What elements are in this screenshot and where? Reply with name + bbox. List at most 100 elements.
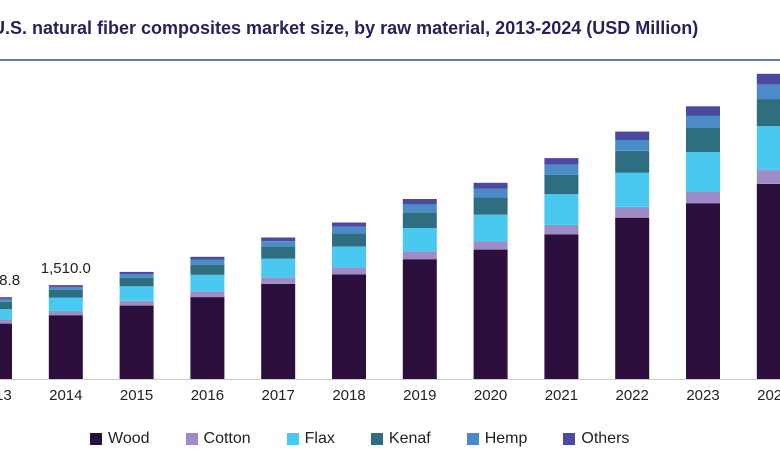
legend-item-flax: Flax bbox=[286, 430, 335, 448]
bar-segment-2017-flax bbox=[261, 258, 296, 278]
bar-segment-2014-flax bbox=[48, 297, 83, 311]
data-label-2014: 1,510.0 bbox=[41, 260, 91, 277]
legend-item-kenaf: Kenaf bbox=[370, 430, 431, 448]
bar-segment-2015-cotton bbox=[119, 300, 154, 306]
chart-title: U.S. natural fiber composites market siz… bbox=[0, 18, 699, 38]
x-tick-labels: 2013 2014 2015 2016 2017 2018 2019 2020 2021 2022… bbox=[0, 387, 780, 404]
bar-segment-2018-flax bbox=[332, 246, 366, 268]
x-tick-label-2023: 2023 bbox=[686, 387, 719, 404]
bar-segment-2013-wood bbox=[0, 323, 12, 379]
bar-segment-2019-hemp bbox=[402, 204, 437, 213]
bar-segment-2024-hemp bbox=[756, 84, 780, 100]
legend-label-others: Others bbox=[581, 430, 630, 447]
bar-segment-2024-kenaf bbox=[756, 99, 780, 127]
bar-segment-2017-cotton bbox=[261, 277, 296, 284]
x-tick-label-2016: 2016 bbox=[191, 387, 224, 404]
bar-segment-2023-wood bbox=[686, 203, 720, 379]
bar-segment-2016-cotton bbox=[190, 291, 225, 298]
bar-segment-2021-cotton bbox=[544, 224, 579, 235]
bar-segment-2017-kenaf bbox=[261, 246, 296, 259]
bar-segment-2022-others bbox=[615, 131, 650, 140]
bar-segment-2020-hemp bbox=[473, 188, 508, 198]
x-tick-label-2024: 2024 bbox=[757, 387, 780, 404]
x-tick-label-2017: 2017 bbox=[262, 387, 295, 404]
bar-segment-2013-hemp bbox=[0, 298, 12, 302]
bar-segment-2015-others bbox=[119, 271, 154, 275]
legend: Wood Cotton Flax Kenaf Hemp Others bbox=[90, 428, 665, 450]
title-divider bbox=[0, 59, 780, 61]
bar-segment-2023-hemp bbox=[686, 116, 720, 128]
bar-segment-2020-others bbox=[473, 182, 508, 189]
bar-segment-2019-wood bbox=[402, 259, 437, 379]
bar-segment-2020-cotton bbox=[473, 241, 508, 250]
bar-segment-2019-flax bbox=[402, 227, 437, 252]
bar-segment-2016-flax bbox=[190, 274, 225, 292]
bar-segment-2022-flax bbox=[615, 172, 650, 207]
bar-segment-2014-cotton bbox=[48, 311, 83, 316]
bar-segment-2013-flax bbox=[0, 309, 12, 320]
legend-item-wood: Wood bbox=[90, 430, 150, 448]
bar-segment-2016-hemp bbox=[190, 259, 225, 265]
data-label-2013: 1,358.8 bbox=[0, 272, 20, 289]
bar-segment-2022-hemp bbox=[615, 140, 650, 151]
legend-label-flax: Flax bbox=[304, 430, 335, 447]
bar-segment-2017-wood bbox=[261, 283, 296, 379]
legend-label-kenaf: Kenaf bbox=[388, 430, 431, 447]
x-tick-label-2014: 2014 bbox=[49, 387, 82, 404]
legend-label-wood: Wood bbox=[108, 430, 150, 447]
bars-layer bbox=[0, 73, 780, 379]
legend-item-hemp: Hemp bbox=[466, 430, 528, 448]
bar-segment-2018-kenaf bbox=[332, 233, 366, 247]
legend-swatch-others bbox=[563, 433, 576, 445]
bar-segment-2023-others bbox=[686, 106, 720, 116]
bar-segment-2019-cotton bbox=[402, 252, 437, 260]
bar-segment-2023-cotton bbox=[686, 191, 720, 204]
x-tick-label-2020: 2020 bbox=[474, 387, 507, 404]
bar-segment-2022-kenaf bbox=[615, 150, 650, 173]
legend-label-hemp: Hemp bbox=[484, 430, 528, 447]
bar-segment-2021-wood bbox=[544, 234, 579, 379]
x-tick-label-2018: 2018 bbox=[332, 387, 365, 404]
x-tick-label-2015: 2015 bbox=[120, 387, 153, 404]
legend-swatch-hemp bbox=[466, 433, 479, 445]
legend-swatch-kenaf bbox=[370, 433, 383, 445]
bar-segment-2018-cotton bbox=[332, 267, 366, 275]
legend-swatch-cotton bbox=[185, 433, 198, 445]
bar-segment-2023-kenaf bbox=[686, 128, 720, 153]
bar-segment-2021-kenaf bbox=[544, 174, 579, 195]
bar-segment-2024-wood bbox=[756, 184, 780, 379]
bar-segment-2017-others bbox=[261, 237, 296, 242]
bar-segment-2023-flax bbox=[686, 152, 720, 192]
bar-segment-2019-kenaf bbox=[402, 212, 437, 228]
bar-segment-2014-kenaf bbox=[48, 289, 83, 298]
bar-segment-2024-flax bbox=[756, 126, 780, 171]
bar-segment-2021-hemp bbox=[544, 164, 579, 175]
bar-segment-2024-cotton bbox=[756, 170, 780, 184]
x-tick-label-2022: 2022 bbox=[616, 387, 649, 404]
bar-segment-2020-wood bbox=[473, 249, 508, 379]
legend-label-cotton: Cotton bbox=[203, 430, 251, 447]
bar-segment-2018-wood bbox=[332, 274, 366, 379]
bar-segment-2016-kenaf bbox=[190, 264, 225, 275]
legend-swatch-wood bbox=[90, 433, 102, 445]
legend-item-others: Others bbox=[563, 430, 629, 448]
x-tick-label-2013: 2013 bbox=[0, 387, 12, 404]
bar-segment-2015-wood bbox=[119, 305, 154, 379]
bar-segment-2016-wood bbox=[190, 297, 225, 379]
legend-swatch-flax bbox=[286, 433, 299, 445]
bar-segment-2015-kenaf bbox=[119, 277, 154, 287]
bar-segment-2015-flax bbox=[119, 286, 154, 301]
bar-segment-2021-flax bbox=[544, 194, 579, 225]
bar-segment-2013-cotton bbox=[0, 320, 12, 324]
bar-segment-2018-hemp bbox=[332, 226, 366, 234]
data-labels: 1,358.8 1,510.0 bbox=[0, 260, 91, 289]
bar-segment-2020-kenaf bbox=[473, 197, 508, 215]
bar-segment-2013-kenaf bbox=[0, 302, 12, 310]
bar-segment-2014-others bbox=[48, 285, 83, 287]
bar-segment-2017-hemp bbox=[261, 241, 296, 247]
bar-segment-2024-others bbox=[756, 73, 780, 85]
bar-segment-2018-others bbox=[332, 222, 366, 227]
x-tick-label-2019: 2019 bbox=[403, 387, 436, 404]
x-tick-label-2021: 2021 bbox=[545, 387, 578, 404]
bar-segment-2015-hemp bbox=[119, 274, 154, 278]
